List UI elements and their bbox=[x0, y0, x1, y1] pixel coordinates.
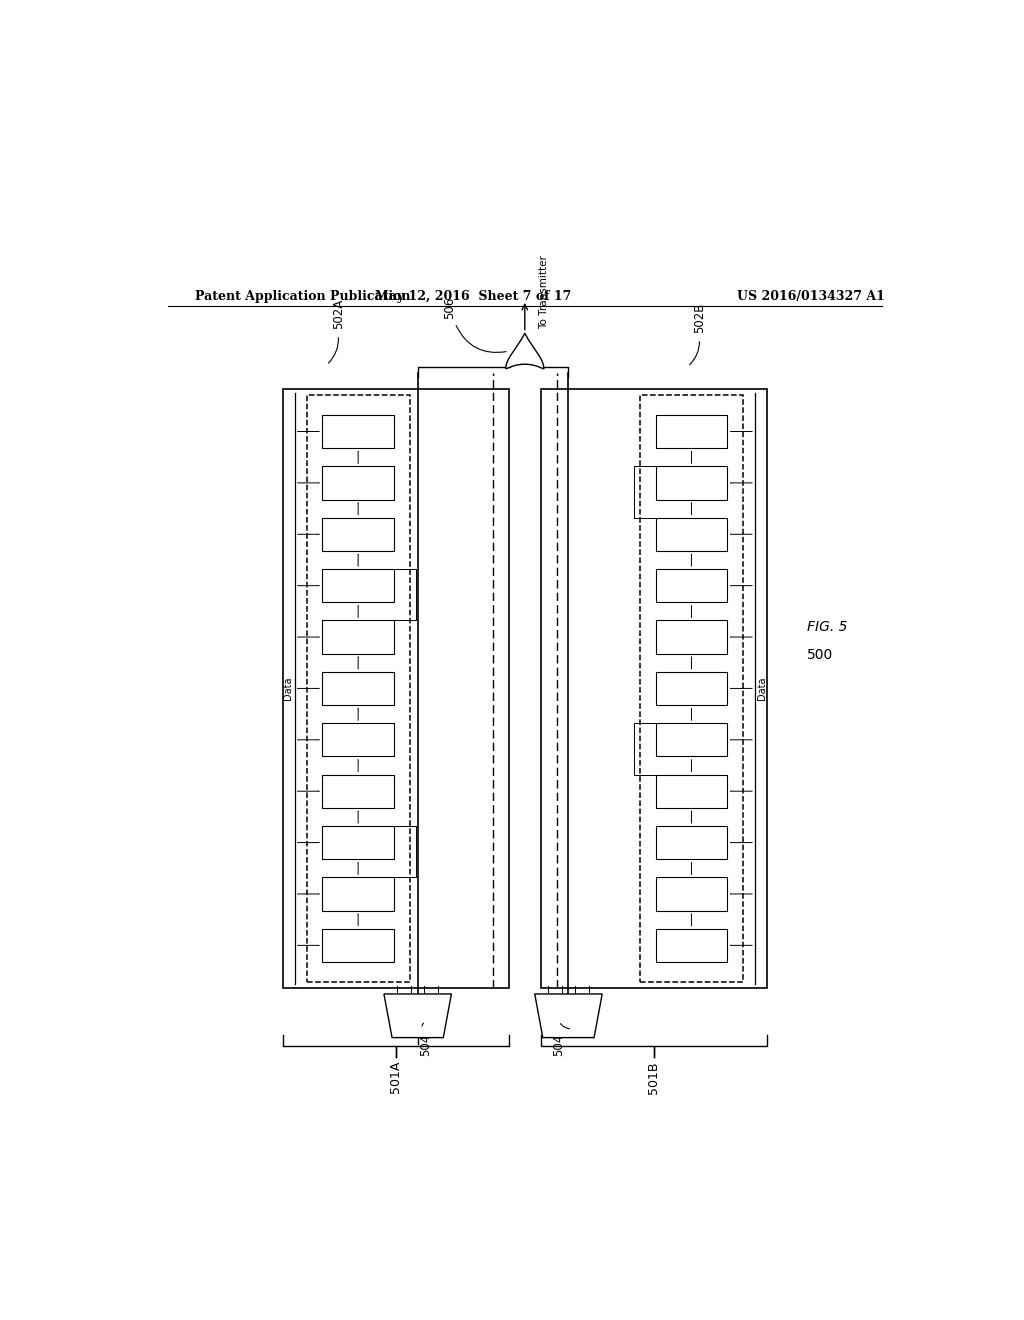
Bar bbox=[541, 389, 767, 987]
Text: 501A: 501A bbox=[389, 1061, 402, 1093]
Bar bbox=[323, 826, 394, 859]
Text: Data: Data bbox=[283, 677, 293, 700]
Text: FIG. 5: FIG. 5 bbox=[807, 620, 847, 634]
Text: 501B: 501B bbox=[647, 1061, 660, 1093]
Bar bbox=[323, 620, 394, 653]
Bar bbox=[655, 517, 727, 550]
Bar bbox=[306, 395, 410, 982]
Bar bbox=[640, 395, 743, 982]
Text: 504A: 504A bbox=[419, 1026, 432, 1056]
Bar bbox=[283, 389, 509, 987]
Bar bbox=[655, 672, 727, 705]
Text: 502A: 502A bbox=[332, 300, 345, 329]
Polygon shape bbox=[384, 994, 452, 1038]
Bar bbox=[323, 929, 394, 962]
Bar bbox=[323, 775, 394, 808]
PathPatch shape bbox=[506, 333, 544, 370]
Bar bbox=[655, 466, 727, 499]
Bar bbox=[323, 466, 394, 499]
Text: Data: Data bbox=[757, 677, 767, 700]
Bar bbox=[655, 414, 727, 449]
Bar bbox=[323, 878, 394, 911]
Bar bbox=[655, 620, 727, 653]
Bar bbox=[655, 878, 727, 911]
Bar bbox=[323, 569, 394, 602]
Bar bbox=[323, 414, 394, 449]
Text: May 12, 2016  Sheet 7 of 17: May 12, 2016 Sheet 7 of 17 bbox=[375, 290, 571, 304]
Text: 504B: 504B bbox=[552, 1026, 565, 1056]
Text: Patent Application Publication: Patent Application Publication bbox=[196, 290, 411, 304]
Bar bbox=[655, 826, 727, 859]
Bar bbox=[323, 517, 394, 550]
Text: 506: 506 bbox=[443, 297, 456, 319]
Bar bbox=[655, 775, 727, 808]
Bar bbox=[655, 723, 727, 756]
Text: 500: 500 bbox=[807, 648, 833, 661]
Bar bbox=[655, 929, 727, 962]
Text: 502B: 502B bbox=[693, 302, 706, 333]
Bar bbox=[323, 672, 394, 705]
Bar bbox=[323, 723, 394, 756]
Polygon shape bbox=[535, 994, 602, 1038]
Bar bbox=[655, 569, 727, 602]
Text: To Transmitter: To Transmitter bbox=[539, 255, 549, 329]
Text: US 2016/0134327 A1: US 2016/0134327 A1 bbox=[736, 290, 885, 304]
